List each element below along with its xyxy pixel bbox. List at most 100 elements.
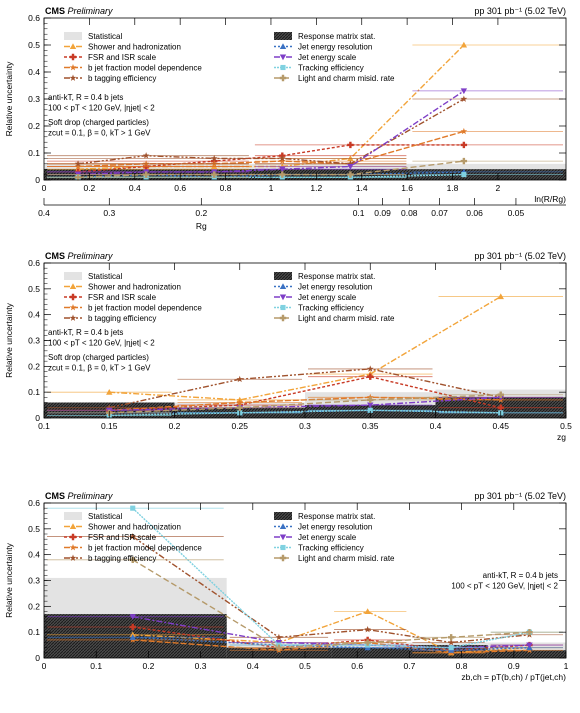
x-tick-label: 0.5: [560, 421, 572, 431]
annotation-text: Soft drop (charged particles): [48, 353, 149, 362]
legend-label: b jet fraction model dependence: [88, 64, 202, 73]
header-right: pp 301 pb⁻¹ (5.02 TeV): [474, 251, 566, 261]
data-point: [236, 404, 243, 411]
legend-label: b tagging efficiency: [88, 554, 156, 563]
x-tick-label: 1: [269, 183, 274, 193]
y-tick-label: 0.3: [28, 576, 40, 586]
legend-response-swatch: [274, 272, 292, 280]
data-point: [366, 365, 374, 372]
legend-label: b jet fraction model dependence: [88, 544, 202, 553]
series-line: [109, 394, 501, 414]
legend-marker: [279, 523, 287, 530]
legend-label: Light and charm misid. rate: [298, 554, 395, 563]
y-tick-label: 0.6: [28, 498, 40, 508]
data-point: [460, 88, 468, 95]
legend-label: Jet energy scale: [298, 533, 357, 542]
x-tick-label: 0.15: [101, 421, 118, 431]
legend-marker: [69, 43, 77, 50]
legend-response-label: Response matrix stat.: [298, 32, 375, 41]
x-tick-label: 0.4: [129, 183, 141, 193]
header-right: pp 301 pb⁻¹ (5.02 TeV): [474, 491, 566, 501]
y-tick-label: 0.3: [28, 336, 40, 346]
header-left: CMS Preliminary: [45, 251, 113, 261]
data-point: [526, 642, 533, 649]
series-8: [47, 556, 563, 651]
y-tick-label: 0.5: [28, 524, 40, 534]
data-point: [364, 626, 371, 633]
legend-marker: [279, 314, 287, 322]
data-point: [460, 127, 468, 135]
x-tick-label: 0.5: [299, 661, 311, 671]
data-point: [74, 160, 82, 167]
annotation-text: 100 < pT < 120 GeV, |ηjet| < 2: [48, 104, 155, 113]
y-tick-label: 0.2: [28, 601, 40, 611]
data-point: [460, 141, 468, 149]
y-tick-label: 0.4: [28, 67, 40, 77]
annotation-text: zcut = 0.1, β = 0, kT > 1 GeV: [48, 364, 151, 373]
legend-label: FSR and ISR scale: [88, 293, 157, 302]
x-tick-label: 1.2: [310, 183, 322, 193]
header-left-sub: Preliminary: [68, 251, 114, 261]
data-point: [497, 293, 504, 300]
y-tick-label: 0.2: [28, 121, 40, 131]
secondary-tick-label: 0.2: [195, 208, 207, 218]
legend-marker: [69, 63, 77, 71]
legend-marker: [69, 554, 77, 561]
x-tick-label: 1.8: [447, 183, 459, 193]
data-point: [142, 152, 150, 159]
data-point: [367, 396, 374, 404]
x-tick-label: 1.4: [356, 183, 368, 193]
chart-panel-3: 0 0.1 0.2 0.3 0.4 0.5 0.6 0 0.1 0.2 0.3 0.4 0.5 0.6 0.…: [4, 491, 569, 682]
legend-marker: [279, 534, 287, 541]
data-point: [448, 645, 454, 651]
legend-statistical-label: Statistical: [88, 512, 122, 521]
legend-marker: [69, 283, 77, 290]
data-point: [278, 157, 286, 164]
x-tick-label: 0.8: [220, 183, 232, 193]
data-point: [129, 556, 136, 564]
legend-response-label: Response matrix stat.: [298, 512, 375, 521]
legend-statistical-swatch: [64, 272, 82, 280]
legend-response-swatch: [274, 512, 292, 520]
annotation-text: anti-kT, R = 0.4 b jets: [483, 571, 558, 580]
legend-marker: [279, 54, 287, 61]
legend-label: Tracking efficiency: [298, 64, 364, 73]
data-point: [367, 407, 373, 413]
annotation-text: zcut = 0.1, β = 0, kT > 1 GeV: [48, 129, 151, 138]
x-tick-label: 0.2: [169, 421, 181, 431]
data-point: [364, 608, 371, 615]
series-line: [109, 295, 502, 401]
series-line: [109, 396, 501, 411]
legend-label: b jet fraction model dependence: [88, 304, 202, 313]
data-point: [460, 95, 468, 102]
x-tick-label: 0.45: [492, 421, 509, 431]
y-tick-label: 0.1: [28, 148, 40, 158]
response-matrix-band-bin: [331, 647, 410, 658]
x-tick-label: 1.6: [401, 183, 413, 193]
x-axis-label: zg: [557, 432, 566, 442]
x-tick-label: 0.1: [90, 661, 102, 671]
legend-marker: [280, 544, 286, 551]
legend-label: Shower and hadronization: [88, 283, 181, 292]
legend-label: Jet energy resolution: [298, 43, 372, 52]
legend-marker: [279, 283, 287, 290]
data-point: [210, 154, 218, 162]
data-point: [236, 398, 244, 406]
legend-label: FSR and ISR scale: [88, 533, 157, 542]
legend-statistical-swatch: [64, 512, 82, 520]
legend-marker: [69, 543, 77, 551]
data-point: [278, 154, 286, 162]
header-left-sub: Preliminary: [68, 6, 114, 16]
x-tick-label: 0.4: [430, 421, 442, 431]
legend-marker: [69, 533, 77, 541]
data-point: [129, 614, 136, 620]
x-axis-label: ln(R/Rg): [534, 194, 566, 204]
x-tick-label: 0.4: [247, 661, 259, 671]
legend-statistical-label: Statistical: [88, 32, 122, 41]
annotation-text: 100 < pT < 120 GeV, |ηjet| < 2: [48, 339, 155, 348]
data-point: [236, 375, 244, 383]
series-line: [109, 375, 501, 411]
data-point: [447, 638, 455, 646]
y-tick-label: 0.2: [28, 361, 40, 371]
